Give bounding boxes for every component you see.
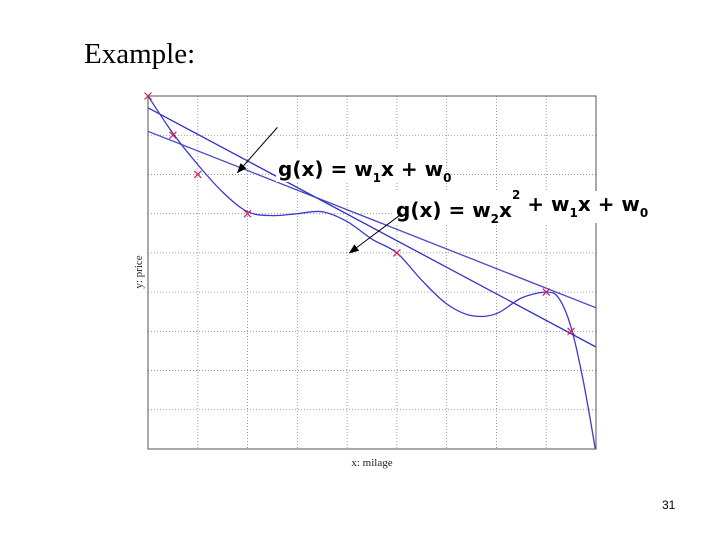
data-point-marker	[168, 131, 177, 140]
annotations: g(x) = w1x + w0 g(x) = w2x2 + w1x + w0	[236, 127, 648, 254]
annotation-arrow	[348, 213, 403, 254]
plot-frame	[147, 95, 597, 450]
data-point-marker	[392, 248, 401, 257]
data-point-marker	[193, 170, 202, 179]
linear-fit-line-1	[148, 130, 596, 309]
slide-title: Example:	[84, 38, 196, 70]
equation-annotation-2: g(x) = w2x2 + w1x + w0	[348, 188, 648, 254]
y-axis-label: y: price	[133, 255, 145, 288]
data-point-marker	[567, 327, 576, 336]
equation-text: g(x) = w1x + w0	[278, 157, 451, 185]
linear-fit-line-2	[148, 107, 596, 348]
quadratic-fit-curve	[148, 96, 596, 449]
equation-text: g(x) = w2x2 + w1x + w0	[396, 188, 648, 226]
chart-series-layer	[148, 96, 596, 449]
chart-grid	[148, 96, 596, 449]
equation-annotation-1: g(x) = w1x + w0	[236, 127, 451, 185]
annotation-background	[276, 150, 432, 182]
page-number: 31	[662, 498, 676, 512]
annotation-background	[394, 191, 606, 223]
x-axis-label: x: milage	[351, 457, 392, 469]
annotation-arrow	[236, 127, 278, 174]
chart-points-layer	[144, 92, 576, 336]
data-point-marker	[542, 288, 551, 297]
data-point-marker	[243, 209, 252, 218]
